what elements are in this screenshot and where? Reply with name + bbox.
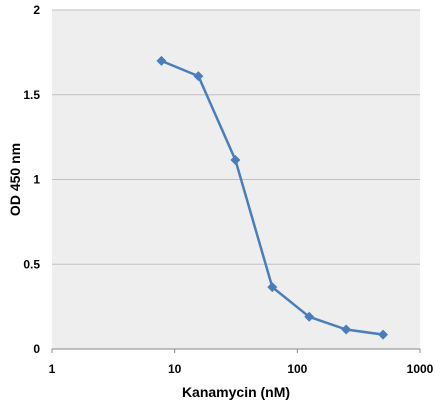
y-tick-label: 1 (33, 173, 40, 187)
gridlines (52, 9, 420, 265)
x-tick-label: 10 (168, 362, 182, 376)
y-tick-label: 1.5 (23, 88, 40, 102)
y-tick-label: 2 (33, 3, 40, 17)
y-tick-label: 0 (33, 342, 40, 356)
data-series (156, 55, 389, 340)
data-point (156, 55, 167, 66)
y-axis-title: OD 450 nm (7, 143, 23, 216)
data-point (230, 155, 241, 166)
data-point (193, 71, 204, 82)
x-tick-label: 1 (49, 362, 56, 376)
x-axis-title: Kanamycin (nM) (182, 384, 290, 400)
y-tick-label: 0.5 (23, 257, 40, 271)
x-tick-label: 1000 (407, 362, 434, 376)
data-point (341, 324, 352, 335)
x-tick-label: 100 (287, 362, 307, 376)
x-tick-labels: 1 10 100 1000 (49, 349, 434, 376)
data-point (378, 329, 389, 340)
y-tick-labels: 0 0.5 1 1.5 2 (23, 3, 40, 356)
data-point (304, 311, 315, 322)
data-point (267, 282, 278, 293)
